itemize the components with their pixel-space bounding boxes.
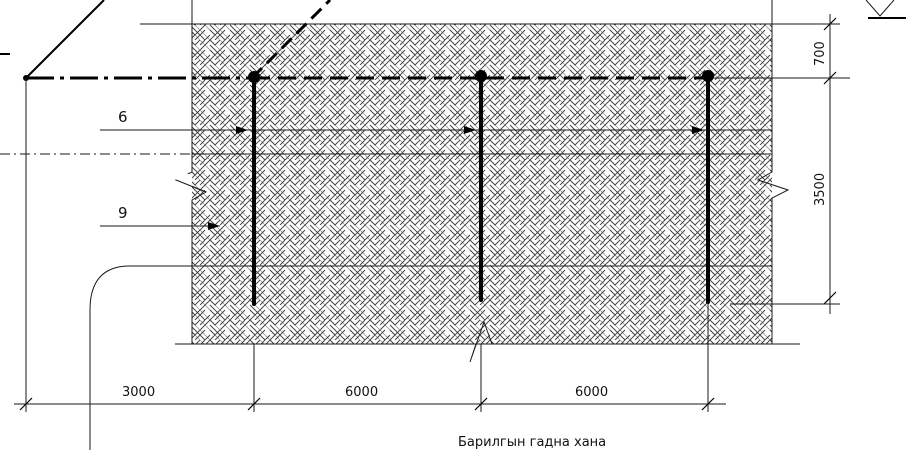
layer-label-9: 9 [118,204,128,222]
layer-label-6: 6 [118,108,128,126]
leader-arrows [89,126,772,450]
span-label-3000: 3000 [122,385,155,400]
axis-line [0,0,850,155]
span-label-6000-mid: 6000 [345,385,378,400]
ground-block [130,0,800,363]
horizontal-dimension [14,78,726,412]
height-label-700: 700 [813,41,828,66]
anchor-rods [248,70,714,306]
height-label-3500: 3500 [813,173,828,206]
span-label-6000-right: 6000 [575,385,608,400]
vertical-dimension [772,0,906,314]
caption-outer-wall: Барилгын гадна хана [458,435,606,450]
